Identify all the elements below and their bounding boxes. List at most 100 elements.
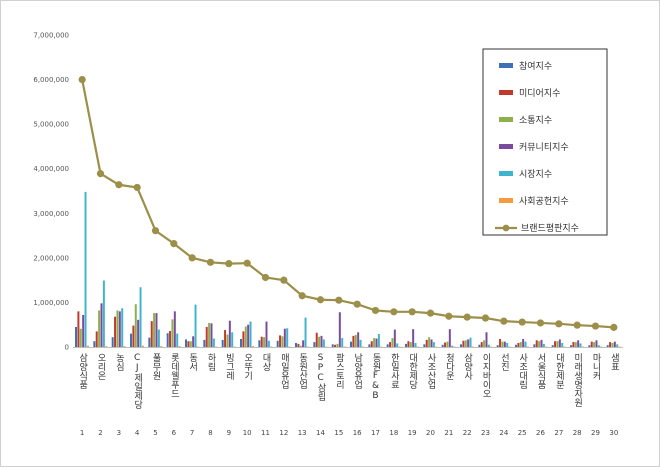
bar-소통지수	[501, 342, 503, 347]
x-category-label: 빙그레	[224, 353, 234, 381]
bar-소통지수	[410, 342, 412, 347]
legend-label: 참여지수	[519, 60, 552, 72]
legend-label: 브랜드평판지수	[521, 223, 579, 234]
bar-참여지수	[313, 342, 315, 347]
bar-시장지수	[561, 343, 563, 347]
bar-참여지수	[442, 345, 444, 347]
bar-시장지수	[103, 281, 105, 347]
bar-시장지수	[360, 340, 362, 347]
bar-시장지수	[543, 344, 545, 347]
bar-참여지수	[258, 340, 260, 347]
bar-미디어지수	[151, 321, 153, 347]
bar-미디어지수	[609, 342, 611, 347]
y-tick-label: 3,000,000	[33, 210, 69, 218]
x-category-label: CJ제일제당	[132, 353, 142, 409]
x-rank-label: 9	[227, 429, 231, 437]
bar-커뮤니티지수	[229, 321, 231, 347]
bar-참여지수	[497, 345, 499, 347]
bar-소통지수	[300, 346, 302, 347]
bar-시장지수	[341, 338, 343, 347]
brand-index-point	[390, 308, 397, 315]
bar-소통지수	[520, 342, 522, 347]
bar-커뮤니티지수	[394, 330, 396, 347]
legend-label: 시장지수	[519, 169, 552, 180]
bar-미디어지수	[297, 344, 299, 347]
x-category-label: 오리온	[96, 353, 106, 380]
bar-시장지수	[305, 318, 307, 347]
x-category-label: 풀무원	[151, 353, 161, 380]
x-rank-label: 14	[316, 429, 325, 437]
legend-label: 소통지수	[519, 115, 552, 126]
bar-커뮤니티지수	[596, 340, 598, 347]
bar-소통지수	[116, 310, 118, 347]
x-rank-label: 2	[98, 429, 102, 437]
bar-소통지수	[465, 340, 467, 347]
bar-사회공헌지수	[105, 346, 107, 347]
bar-시장지수	[598, 345, 600, 347]
brand-index-point	[262, 274, 269, 281]
x-category-label: SPC삼립	[316, 353, 326, 401]
bar-시장지수	[433, 342, 435, 347]
x-category-label: 대상	[261, 353, 271, 371]
bar-소통지수	[556, 341, 558, 347]
bar-참여지수	[552, 345, 554, 347]
brand-index-point	[409, 308, 416, 315]
bar-소통지수	[391, 338, 393, 347]
bar-커뮤니티지수	[321, 336, 323, 347]
bar-미디어지수	[481, 342, 483, 347]
brand-index-point	[152, 227, 159, 234]
bar-미디어지수	[187, 341, 189, 347]
bar-커뮤니티지수	[504, 342, 506, 347]
bar-커뮤니티지수	[284, 329, 286, 347]
x-category-label: 농심	[114, 353, 124, 371]
bar-미디어지수	[371, 341, 373, 347]
bar-소통지수	[98, 310, 100, 347]
x-rank-label: 28	[573, 429, 582, 437]
bar-소통지수	[135, 304, 137, 347]
bar-소통지수	[355, 335, 357, 347]
bar-참여지수	[203, 340, 205, 347]
x-category-label: 대한제분	[554, 353, 564, 389]
y-tick-label: 1,000,000	[33, 299, 69, 307]
bar-커뮤니티지수	[412, 329, 414, 347]
bar-참여지수	[185, 339, 187, 347]
x-rank-label: 4	[135, 429, 140, 437]
bar-시장지수	[506, 343, 508, 347]
legend-swatch	[499, 117, 513, 122]
x-rank-label: 23	[481, 429, 490, 437]
bar-커뮤니티지수	[266, 322, 268, 347]
bar-커뮤니티지수	[357, 332, 359, 347]
x-category-label: 사조대림	[517, 353, 527, 389]
bar-시장지수	[231, 332, 233, 347]
legend-label: 사회공헌지수	[519, 196, 569, 207]
legend-swatch	[499, 171, 513, 176]
x-rank-label: 17	[371, 429, 380, 437]
bar-소통지수	[373, 338, 375, 347]
bar-시장지수	[616, 344, 618, 347]
bar-소통지수	[80, 329, 82, 347]
bar-소통지수	[281, 336, 283, 347]
bar-소통지수	[575, 342, 577, 347]
bar-커뮤니티지수	[101, 303, 103, 347]
x-rank-label: 5	[153, 429, 157, 437]
x-category-label: 매일유업	[279, 353, 289, 389]
bar-소통지수	[446, 342, 448, 347]
bar-커뮤니티지수	[522, 339, 524, 347]
bar-시장지수	[488, 345, 490, 347]
x-category-label: 오뚜기	[242, 353, 252, 381]
bar-소통지수	[318, 337, 320, 347]
brand-index-point	[500, 318, 507, 325]
bar-커뮤니티지수	[376, 339, 378, 347]
brand-index-point	[244, 260, 251, 267]
bar-참여지수	[570, 345, 572, 347]
brand-index-point	[519, 318, 526, 325]
bar-시장지수	[85, 192, 87, 347]
bar-미디어지수	[444, 343, 446, 347]
bar-참여지수	[112, 337, 114, 347]
x-rank-label: 3	[117, 429, 121, 437]
brand-index-point	[317, 296, 324, 303]
bar-미디어지수	[77, 311, 79, 347]
x-rank-label: 22	[463, 429, 472, 437]
